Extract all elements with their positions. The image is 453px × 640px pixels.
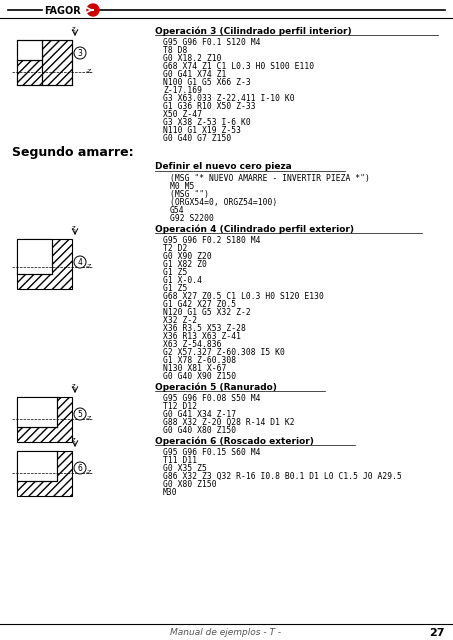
Text: G1 X82 Z0: G1 X82 Z0 — [163, 260, 207, 269]
Text: z: z — [72, 437, 76, 443]
Circle shape — [87, 4, 99, 16]
Text: z: z — [72, 26, 76, 32]
Text: N110 G1 X19 Z-53: N110 G1 X19 Z-53 — [163, 126, 241, 135]
Text: X63 Z-54.836: X63 Z-54.836 — [163, 340, 222, 349]
Text: Manual de ejemplos - T -: Manual de ejemplos - T - — [170, 628, 282, 637]
Text: -Z: -Z — [86, 264, 92, 269]
Text: G1 Z5: G1 Z5 — [163, 284, 188, 293]
Text: G68 X27 Z0.5 C1 L0.3 H0 S120 E130: G68 X27 Z0.5 C1 L0.3 H0 S120 E130 — [163, 292, 324, 301]
Circle shape — [74, 408, 86, 420]
Bar — [17, 60, 42, 85]
Bar — [17, 40, 42, 60]
Text: G0 G40 X90 Z150: G0 G40 X90 Z150 — [163, 372, 236, 381]
Text: (MSG "* NUEVO AMARRE - INVERTIR PIEZA *"): (MSG "* NUEVO AMARRE - INVERTIR PIEZA *"… — [170, 174, 370, 183]
Text: G95 G96 F0.1 S120 M4: G95 G96 F0.1 S120 M4 — [163, 38, 260, 47]
Text: -Z: -Z — [86, 470, 92, 475]
Text: -Z: -Z — [86, 69, 92, 74]
Text: G0 X35 Z5: G0 X35 Z5 — [163, 464, 207, 473]
Text: Segundo amarre:: Segundo amarre: — [12, 146, 134, 159]
Bar — [17, 451, 72, 496]
Text: G0 G40 G7 Z150: G0 G40 G7 Z150 — [163, 134, 231, 143]
Text: T12 D12: T12 D12 — [163, 402, 197, 411]
Text: Z-17.169: Z-17.169 — [163, 86, 202, 95]
Text: 27: 27 — [429, 628, 445, 638]
Text: G1 G36 R10 X50 Z-33: G1 G36 R10 X50 Z-33 — [163, 102, 255, 111]
Text: G0 G41 X74 Z1: G0 G41 X74 Z1 — [163, 70, 226, 79]
Text: G3 X38 Z-53 I-6 K0: G3 X38 Z-53 I-6 K0 — [163, 118, 251, 127]
Text: G0 X90 Z20: G0 X90 Z20 — [163, 252, 212, 261]
Text: 4: 4 — [77, 258, 82, 267]
Text: G3 X63.033 Z-22.411 I-10 K0: G3 X63.033 Z-22.411 I-10 K0 — [163, 94, 294, 103]
Text: G88 X32 Z-20 Q28 R-14 D1 K2: G88 X32 Z-20 Q28 R-14 D1 K2 — [163, 418, 294, 427]
Text: G86 X32 Z3 Q32 R-16 I0.8 B0.1 D1 L0 C1.5 J0 A29.5: G86 X32 Z3 Q32 R-16 I0.8 B0.1 D1 L0 C1.5… — [163, 472, 402, 481]
Text: Operación 4 (Cilindrado perfil exterior): Operación 4 (Cilindrado perfil exterior) — [155, 224, 354, 234]
Text: G2 X57.327 Z-60.308 I5 K0: G2 X57.327 Z-60.308 I5 K0 — [163, 348, 285, 357]
Text: 6: 6 — [77, 464, 82, 473]
Bar — [17, 239, 52, 274]
Text: 3: 3 — [77, 49, 82, 58]
Text: G95 G96 F0.15 S60 M4: G95 G96 F0.15 S60 M4 — [163, 448, 260, 457]
Text: T8 D8: T8 D8 — [163, 46, 188, 55]
Text: Operación 5 (Ranurado): Operación 5 (Ranurado) — [155, 382, 277, 392]
Text: T11 D11: T11 D11 — [163, 456, 197, 465]
Circle shape — [74, 47, 86, 59]
Text: G95 G96 F0.08 S50 M4: G95 G96 F0.08 S50 M4 — [163, 394, 260, 403]
Text: M30: M30 — [163, 488, 178, 497]
Circle shape — [74, 256, 86, 268]
Text: N130 X81 X-67: N130 X81 X-67 — [163, 364, 226, 373]
Text: G0 X80 Z150: G0 X80 Z150 — [163, 480, 217, 489]
Text: (ORGX54=0, ORGZ54=100): (ORGX54=0, ORGZ54=100) — [170, 198, 277, 207]
Text: (MSG ""): (MSG "") — [170, 190, 209, 199]
Text: Operación 3 (Cilindrado perfil interior): Operación 3 (Cilindrado perfil interior) — [155, 26, 352, 35]
Text: G0 G41 X34 Z-17: G0 G41 X34 Z-17 — [163, 410, 236, 419]
Text: N100 G1 G5 X66 Z-3: N100 G1 G5 X66 Z-3 — [163, 78, 251, 87]
Text: G0 G40 X80 Z150: G0 G40 X80 Z150 — [163, 426, 236, 435]
Text: G92 S2200: G92 S2200 — [170, 214, 214, 223]
Bar — [42, 40, 72, 85]
Text: X32 Z-2: X32 Z-2 — [163, 316, 197, 325]
Text: G1 G42 X27 Z0.5: G1 G42 X27 Z0.5 — [163, 300, 236, 309]
Text: T2 D2: T2 D2 — [163, 244, 188, 253]
Text: G1 X78 Z-60.308: G1 X78 Z-60.308 — [163, 356, 236, 365]
Bar — [17, 451, 57, 481]
Text: G54: G54 — [170, 206, 185, 215]
Bar — [17, 397, 57, 427]
Text: G0 X18.2 Z10: G0 X18.2 Z10 — [163, 54, 222, 63]
Text: G95 G96 F0.2 S180 M4: G95 G96 F0.2 S180 M4 — [163, 236, 260, 245]
Text: Definir el nuevo cero pieza: Definir el nuevo cero pieza — [155, 162, 292, 171]
Text: FAGOR: FAGOR — [44, 6, 81, 16]
Circle shape — [74, 462, 86, 474]
Bar — [17, 239, 72, 289]
Text: N120 G1 G5 X32 Z-2: N120 G1 G5 X32 Z-2 — [163, 308, 251, 317]
Text: G1 Z5: G1 Z5 — [163, 268, 188, 277]
Bar — [17, 397, 72, 442]
Text: -Z: -Z — [86, 416, 92, 421]
Text: X36 R13 X63 Z-41: X36 R13 X63 Z-41 — [163, 332, 241, 341]
Text: X36 R3.5 X53 Z-28: X36 R3.5 X53 Z-28 — [163, 324, 246, 333]
Text: M0 M5: M0 M5 — [170, 182, 194, 191]
Text: z: z — [72, 383, 76, 389]
Text: z: z — [72, 225, 76, 231]
Text: 5: 5 — [77, 410, 82, 419]
Text: Operación 6 (Roscado exterior): Operación 6 (Roscado exterior) — [155, 436, 314, 445]
Text: X50 Z-47: X50 Z-47 — [163, 110, 202, 119]
Text: G1 X-0.4: G1 X-0.4 — [163, 276, 202, 285]
Text: G68 X74 Z1 C1 L0.3 H0 S100 E110: G68 X74 Z1 C1 L0.3 H0 S100 E110 — [163, 62, 314, 71]
